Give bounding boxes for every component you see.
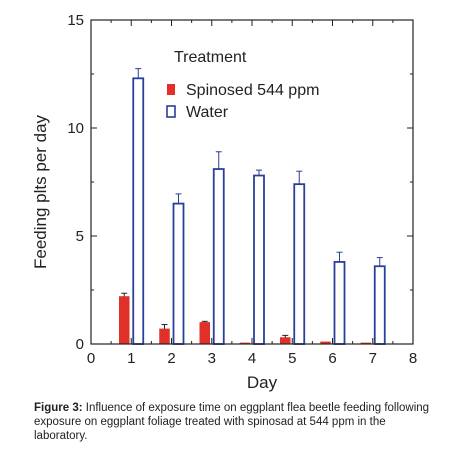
- figure-caption: Figure 3: Influence of exposure time on …: [34, 401, 434, 443]
- bar-spinosed: [119, 296, 130, 345]
- x-tick-label: 3: [208, 350, 216, 367]
- legend-label: Spinosed 544 ppm: [186, 82, 319, 99]
- x-tick-label: 5: [288, 350, 296, 367]
- x-tick-label: 4: [248, 350, 256, 367]
- bar-water: [333, 261, 346, 345]
- bar-water: [293, 183, 306, 345]
- y-axis-title: Feeding plts per day: [31, 114, 50, 269]
- bar-water: [373, 265, 386, 345]
- x-tick-label: 1: [127, 350, 135, 367]
- bar-water: [253, 174, 265, 345]
- legend-swatch-water: [166, 105, 176, 118]
- legend: Treatment Spinosed 544 ppm Water: [166, 49, 319, 121]
- bar-water: [212, 168, 225, 345]
- y-tick-label: 5: [76, 228, 84, 245]
- legend-swatch-spinosed: [167, 84, 175, 95]
- y-tick-label: 0: [76, 336, 84, 353]
- bar-water: [172, 202, 185, 345]
- x-tick-label: 2: [167, 350, 175, 367]
- y-tick-label: 15: [67, 12, 84, 29]
- x-tick-label: 6: [328, 350, 336, 367]
- x-axis-title: Day: [247, 373, 278, 392]
- x-tick-label: 8: [409, 350, 417, 367]
- legend-label: Water: [186, 104, 229, 121]
- bar-water: [132, 77, 145, 345]
- caption-text: Influence of exposure time on eggplant f…: [34, 402, 430, 442]
- y-tick-label: 10: [67, 120, 84, 137]
- axes: 0 1 2 3 4 5 6 7 8 0 5 10 15 Day Feeding plts per day: [31, 12, 417, 392]
- caption-label: Figure 3:: [34, 402, 83, 414]
- chart: 0 1 2 3 4 5 6 7 8 0 5 10 15 Day Feeding plts per day T…: [31, 12, 417, 392]
- legend-title: Treatment: [174, 49, 247, 66]
- bar-spinosed: [159, 328, 170, 345]
- x-tick-label: 7: [369, 350, 377, 367]
- bar-spinosed: [199, 322, 210, 345]
- plot-area: [119, 68, 386, 345]
- bar-spinosed: [280, 337, 291, 345]
- x-tick-label: 0: [87, 350, 95, 367]
